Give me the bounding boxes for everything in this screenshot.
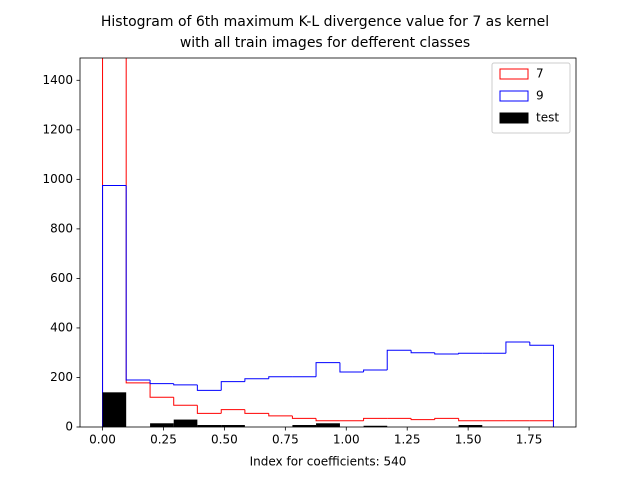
histogram-bar [197, 425, 222, 427]
histogram-bar [150, 423, 174, 427]
histogram-step [220, 409, 245, 414]
histogram-step [505, 341, 530, 354]
histogram-step [410, 350, 435, 354]
histogram-bar [173, 419, 198, 427]
chart-title: with all train images for defferent clas… [180, 35, 470, 51]
histogram-step [244, 409, 269, 414]
y-tick-label: 1400 [42, 73, 73, 87]
y-tick-label: 1200 [42, 122, 73, 136]
histogram-step [434, 417, 459, 420]
histogram-step [268, 376, 293, 379]
histogram-step [125, 58, 151, 384]
histogram-step [434, 352, 459, 355]
histogram-step [102, 58, 104, 427]
histogram-step [244, 378, 269, 382]
y-tick-label: 1000 [42, 172, 73, 186]
histogram-step [173, 397, 198, 406]
x-tick-label: 1.75 [516, 433, 543, 447]
histogram-step [268, 413, 293, 417]
axes-frame [79, 57, 577, 428]
y-tick-label: 400 [50, 320, 73, 334]
x-tick-label: 0.50 [211, 433, 238, 447]
histogram-bar [292, 425, 317, 427]
y-tick-label: 600 [50, 271, 73, 285]
histogram-step [339, 362, 364, 373]
histogram-step [458, 418, 483, 422]
histogram-step [315, 418, 340, 422]
y-tick-label: 0 [65, 420, 73, 434]
histogram-step [529, 342, 554, 427]
histogram-step [196, 405, 222, 414]
histogram-step [220, 381, 245, 391]
x-tick-label: 1.25 [394, 433, 421, 447]
histogram-step [363, 417, 388, 421]
x-tick-label: 1.50 [455, 433, 482, 447]
histogram-step [410, 418, 435, 421]
x-tick-label: 0.25 [150, 433, 177, 447]
legend-swatch [499, 112, 529, 124]
x-tick-label: 0.00 [89, 433, 116, 447]
histogram-step [125, 185, 151, 381]
histogram-step [149, 379, 174, 385]
legend-label: 7 [536, 67, 544, 81]
y-tick-label: 200 [50, 370, 73, 384]
histogram-bar [221, 425, 245, 427]
histogram-step [458, 352, 483, 354]
histogram-step [363, 369, 388, 373]
histogram-step [386, 349, 412, 371]
histogram-bar [363, 425, 388, 427]
chart-title: Histogram of 6th maximum K-L divergence … [101, 14, 549, 30]
histogram-bar [316, 423, 340, 427]
legend-label: test [536, 111, 559, 125]
histogram-bar [102, 392, 127, 427]
histogram-step [291, 415, 317, 419]
legend-swatch [499, 90, 529, 102]
x-tick-label: 0.75 [272, 433, 299, 447]
histogram-step [149, 382, 174, 398]
legend-label: 9 [536, 89, 544, 103]
histogram-step [196, 384, 222, 391]
histogram-step [102, 185, 127, 427]
x-axis-label: Index for coefficients: 540 [250, 455, 407, 469]
plot-area [102, 58, 554, 427]
legend-swatch [499, 68, 529, 80]
y-tick-label: 800 [50, 221, 73, 235]
histogram-step [173, 383, 198, 386]
histogram-bar [458, 425, 483, 427]
histogram-step [315, 362, 340, 377]
x-tick-label: 1.00 [333, 433, 360, 447]
